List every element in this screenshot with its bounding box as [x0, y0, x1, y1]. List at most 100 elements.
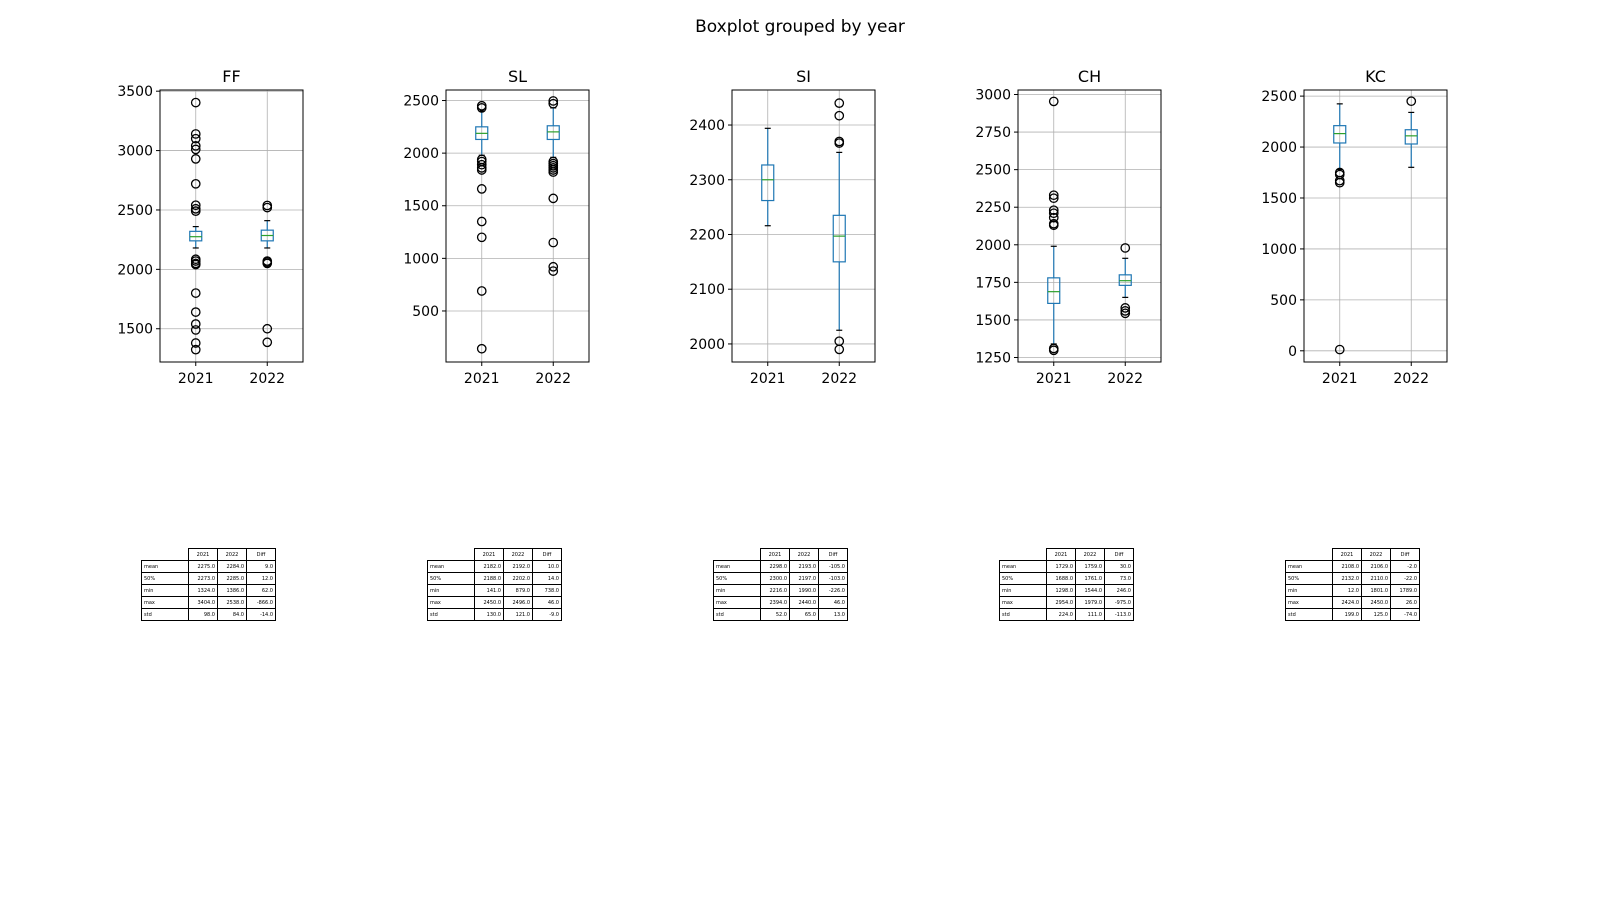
- table-row: max 2394.0 2440.0 46.0: [713, 596, 848, 609]
- y-tick-label: 1250: [975, 350, 1011, 366]
- flier-point: [476, 343, 487, 354]
- table-row-label: 50%: [713, 572, 761, 585]
- flier-point: [834, 138, 845, 148]
- flier-point: [262, 323, 273, 334]
- table-cell: -74.0: [1390, 608, 1420, 621]
- y-tick-label: 2100: [689, 282, 725, 298]
- flier-point: [262, 202, 273, 213]
- table-cell: 224.0: [1046, 608, 1076, 621]
- table-cell: 46.0: [818, 596, 848, 609]
- y-tick-label: 2500: [975, 163, 1011, 179]
- box-iqr: [546, 125, 560, 141]
- panel-title: KC: [1365, 67, 1386, 86]
- table-row-label: mean: [427, 560, 475, 573]
- boxplot-panels: FF 1500 2000 2500 3000 3500 2021 2022 SL 500 1000 1…: [117, 67, 1448, 387]
- box-2022: [832, 98, 846, 355]
- stats-table-sl: 2021 2022 Diff mean 2182.0 2192.0 10.0 50% 2188.…: [427, 548, 562, 621]
- box-2021: [761, 127, 775, 227]
- table-row: min 1324.0 1386.0 62.0: [141, 584, 276, 597]
- y-tick-label: 500: [412, 304, 439, 320]
- axes-frame: [1303, 89, 1448, 363]
- table-cell: -9.0: [532, 608, 562, 621]
- table-column-header: 2021: [760, 548, 790, 561]
- table-row: max 2450.0 2496.0 46.0: [427, 596, 562, 609]
- table-cell: 2496.0: [503, 596, 533, 609]
- y-tick-label: 3000: [975, 88, 1011, 104]
- flier-point: [1406, 96, 1417, 107]
- flier-point: [190, 200, 201, 211]
- table-cell: 125.0: [1361, 608, 1391, 621]
- table-cell: -14.0: [246, 608, 276, 621]
- table-row: max 3404.0 2538.0 -866.0: [141, 596, 276, 609]
- box-iqr: [1333, 125, 1347, 144]
- box-iqr: [761, 164, 775, 202]
- flier-point: [190, 288, 201, 298]
- panel-ch: CH 1250 1500 1750 2000 2250 2500 2750 3000 2021 20…: [975, 67, 1162, 387]
- table-cell: -866.0: [246, 596, 276, 609]
- table-cell: -105.0: [818, 560, 848, 573]
- y-tick-label: 3500: [117, 84, 153, 100]
- table-cell: 62.0: [246, 584, 276, 597]
- box-iqr: [1118, 274, 1132, 286]
- table-row-label: mean: [141, 560, 189, 573]
- y-tick-label: 0: [1288, 344, 1297, 360]
- table-header-row: 2021 2022 Diff: [714, 548, 848, 561]
- flier-point: [190, 344, 201, 355]
- table-cell: 1759.0: [1075, 560, 1105, 573]
- y-tick-label: 500: [1270, 293, 1297, 309]
- table-column-header: Diff: [1390, 548, 1420, 561]
- flier-point: [1120, 243, 1131, 253]
- table-cell: 2197.0: [789, 572, 819, 585]
- flier-point: [476, 159, 487, 170]
- table-row: std 98.0 84.0 -14.0: [141, 608, 276, 621]
- table-cell: 2273.0: [188, 572, 218, 585]
- y-tick-label: 2000: [975, 238, 1011, 254]
- flier-point: [190, 206, 201, 217]
- flier-point: [1048, 208, 1059, 219]
- table-cell: 2108.0: [1332, 560, 1362, 573]
- table-cell: 2298.0: [760, 560, 790, 573]
- table-row-label: min: [713, 584, 761, 597]
- x-tick-label: 2022: [535, 371, 571, 387]
- table-cell: 2538.0: [217, 596, 247, 609]
- flier-point: [262, 258, 273, 269]
- table-cell: 10.0: [532, 560, 562, 573]
- y-tick-label: 1500: [975, 313, 1011, 329]
- table-cell: 98.0: [188, 608, 218, 621]
- flier-point: [190, 154, 201, 164]
- y-tick-label: 2000: [117, 262, 153, 278]
- table-cell: 2188.0: [474, 572, 504, 585]
- table-row: min 1298.0 1544.0 246.0: [999, 584, 1134, 597]
- table-row-label: max: [141, 596, 189, 609]
- flier-point: [1048, 345, 1059, 356]
- flier-point: [548, 261, 559, 272]
- table-cell: 13.0: [818, 608, 848, 621]
- flier-point: [834, 344, 845, 355]
- x-tick-label: 2022: [249, 371, 285, 387]
- table-row-label: mean: [1285, 560, 1333, 573]
- x-tick-label: 2022: [1107, 371, 1143, 387]
- table-cell: 52.0: [760, 608, 790, 621]
- table-row-label: 50%: [999, 572, 1047, 585]
- stats-table-ch: 2021 2022 Diff mean 1729.0 1759.0 30.0 50% 1688.…: [999, 548, 1134, 621]
- box-2022: [546, 96, 560, 276]
- table-row: 50% 2273.0 2285.0 12.0: [141, 572, 276, 585]
- y-tick-label: 3000: [117, 144, 153, 160]
- table-cell: 111.0: [1075, 608, 1105, 621]
- table-row-label: min: [999, 584, 1047, 597]
- x-tick-label: 2021: [1322, 371, 1358, 387]
- flier-point: [1048, 190, 1059, 201]
- table-cell: 2440.0: [789, 596, 819, 609]
- y-tick-label: 1500: [403, 199, 439, 215]
- flier-point: [190, 338, 201, 348]
- y-tick-label: 2750: [975, 125, 1011, 141]
- table-cell: 9.0: [246, 560, 276, 573]
- table-column-header: 2022: [503, 548, 533, 561]
- table-column-header: 2021: [1046, 548, 1076, 561]
- y-tick-label: 2000: [403, 146, 439, 162]
- table-cell: -103.0: [818, 572, 848, 585]
- y-tick-label: 2250: [975, 200, 1011, 216]
- table-row-label: 50%: [1285, 572, 1333, 585]
- y-tick-label: 2300: [689, 173, 725, 189]
- flier-point: [476, 103, 487, 113]
